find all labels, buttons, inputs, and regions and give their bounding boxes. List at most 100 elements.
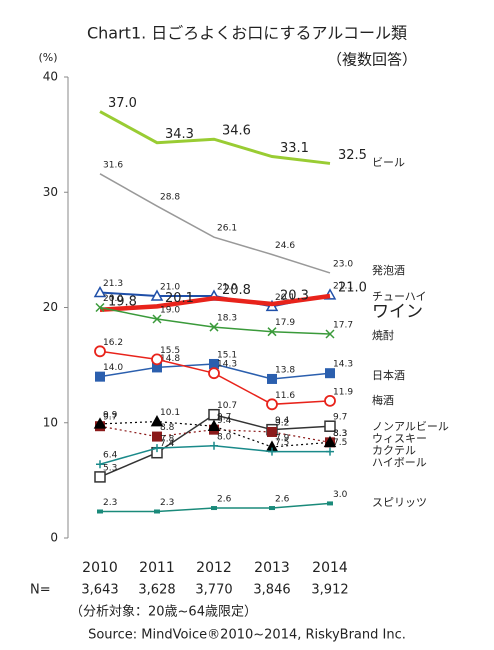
y-tick-label: 40	[43, 70, 58, 84]
value-label: 21.0	[160, 282, 180, 292]
sample-size: 3,643	[81, 583, 118, 598]
point	[152, 362, 162, 373]
value-label: 2.3	[160, 498, 174, 508]
value-label: 9.2	[275, 418, 289, 428]
chart-subtitle: （複数回答）	[327, 51, 417, 69]
value-label: 18.3	[217, 314, 237, 324]
value-label: 24.6	[275, 241, 295, 251]
point	[324, 420, 336, 432]
legend-label: 焼酎	[372, 328, 394, 342]
footnote: （分析対象：20歳~64歳限定）	[70, 605, 257, 620]
legend-label: スピリッツ	[372, 496, 427, 509]
value-label: 23.0	[333, 259, 353, 269]
value-label: 19.0	[160, 306, 180, 316]
point	[93, 285, 107, 298]
point	[152, 314, 162, 324]
value-label: 15.5	[160, 346, 180, 356]
value-label: 2.3	[103, 498, 117, 508]
point	[94, 345, 106, 358]
value-label: 7.5	[333, 438, 347, 448]
value-label: 9.4	[217, 416, 232, 426]
y-tick-label: 30	[43, 185, 58, 199]
value-label: 33.1	[280, 141, 309, 156]
point	[326, 447, 334, 456]
legend-label: ノンアルビール	[372, 420, 449, 433]
value-label: 21.0	[217, 282, 237, 292]
series-line	[99, 306, 331, 335]
y-axis-label: (%)	[38, 51, 57, 64]
sample-size: 3,628	[138, 583, 175, 598]
point	[154, 509, 160, 514]
value-label: 14.3	[333, 360, 353, 370]
point	[267, 327, 277, 337]
value-label: 21.0	[338, 280, 367, 295]
sample-size: 3,912	[311, 583, 348, 598]
point	[209, 358, 219, 369]
value-label: 19.8	[108, 294, 137, 309]
point	[95, 302, 105, 313]
legend-label: ビール	[372, 156, 405, 169]
point	[97, 509, 103, 514]
x-tick-label: 2014	[312, 560, 348, 576]
x-tick-label: 2011	[139, 560, 175, 576]
value-label: 20.1	[275, 293, 295, 303]
value-label: 8.3	[333, 429, 347, 439]
value-label: 8.0	[217, 432, 232, 442]
sample-label: N=	[30, 583, 51, 598]
value-label: 17.9	[275, 318, 295, 328]
point	[96, 460, 104, 469]
series-line	[99, 110, 331, 165]
value-label: 32.5	[338, 148, 367, 163]
point	[269, 506, 275, 511]
point	[93, 417, 107, 429]
point	[266, 398, 278, 411]
value-label: 20.0	[103, 294, 123, 304]
value-label: 7.4	[160, 439, 175, 449]
point	[150, 289, 164, 301]
legend-label: ワイン	[372, 302, 423, 322]
value-label: 20.3	[280, 289, 309, 304]
value-label: 6.4	[103, 451, 118, 461]
value-label: 15.1	[217, 350, 237, 360]
series-line	[99, 420, 331, 448]
legend-label: ウィスキー	[372, 432, 427, 445]
y-tick-label: 10	[43, 415, 58, 429]
x-tick-label: 2010	[82, 560, 118, 576]
value-label: 2.6	[217, 495, 232, 505]
point	[153, 444, 161, 453]
x-tick-label: 2012	[196, 560, 232, 576]
point	[323, 435, 337, 448]
value-label: 21.1	[333, 281, 353, 291]
value-label: 34.6	[222, 124, 251, 139]
value-label: 31.6	[103, 160, 123, 170]
value-label: 5.3	[103, 463, 117, 473]
series-line	[99, 173, 331, 274]
legend-label: チューハイ	[372, 290, 427, 303]
value-label: 17.7	[333, 321, 353, 331]
value-label: 7.9	[275, 433, 290, 443]
legend-label: 日本酒	[372, 368, 405, 382]
value-label: 21.3	[103, 279, 123, 289]
point	[211, 506, 217, 511]
value-label: 3.0	[333, 490, 348, 500]
y-tick-label: 0	[50, 531, 58, 545]
point	[210, 441, 218, 450]
value-label: 10.7	[217, 401, 237, 411]
point	[208, 367, 220, 380]
value-label: 28.8	[160, 193, 180, 203]
value-label: 14.0	[103, 363, 123, 373]
point	[151, 353, 163, 366]
point	[209, 322, 219, 332]
value-label: 7.5	[275, 438, 289, 448]
legend-label: カクテル	[372, 444, 416, 457]
legend-label: ハイボール	[372, 456, 427, 469]
value-label: 13.8	[275, 365, 295, 375]
point	[325, 368, 335, 379]
value-label: 34.3	[165, 127, 194, 142]
value-label: 14.3	[217, 360, 237, 370]
sample-size: 3,846	[253, 583, 290, 598]
value-label: 20.8	[222, 283, 251, 298]
point	[327, 501, 333, 506]
point	[268, 447, 276, 456]
value-label: 20.1	[165, 291, 194, 306]
